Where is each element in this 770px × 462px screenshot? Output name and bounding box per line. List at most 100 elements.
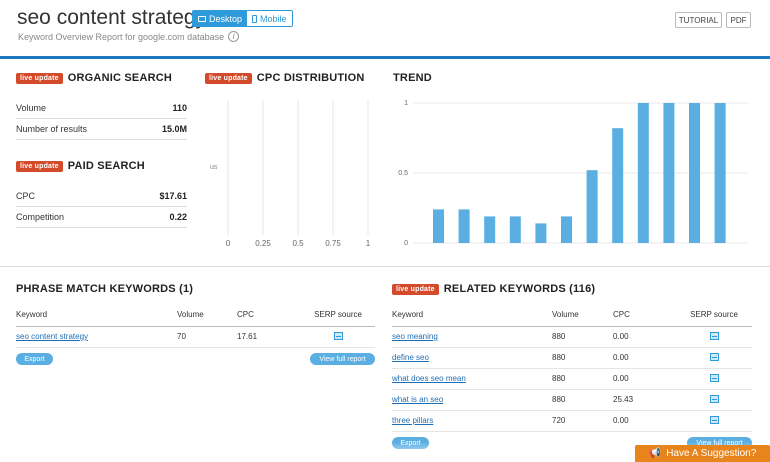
trend-bar[interactable]	[689, 103, 700, 243]
trend-y-tick: 1	[404, 100, 408, 107]
metric-label: CPC	[16, 191, 36, 201]
related-keywords-title: RELATED KEYWORDS (116)	[443, 283, 596, 295]
serp-source-icon[interactable]	[709, 352, 719, 361]
info-icon[interactable]: i	[228, 31, 240, 42]
cpc-cell: 0.00	[613, 368, 676, 390]
cpc-cell: 17.61	[237, 326, 301, 348]
trend-bar[interactable]	[433, 209, 444, 243]
phrase-match-table: Keyword Volume CPC SERP source seo conte…	[16, 304, 375, 348]
live-update-badge: live update	[16, 160, 63, 172]
volume-cell: 70	[177, 326, 237, 348]
cpc-distribution-title: CPC DISTRIBUTION	[256, 72, 365, 84]
serp-source-icon[interactable]	[709, 415, 719, 424]
suggestion-label: Have A Suggestion?	[666, 448, 757, 459]
metric-value: 110	[172, 103, 187, 113]
serp-source-icon[interactable]	[709, 331, 719, 340]
report-subtitle: Keyword Overview Report for google.com d…	[18, 31, 240, 42]
trend-heading: TREND	[393, 72, 432, 84]
paid-search-title: PAID SEARCH	[67, 160, 145, 172]
metric-value: 15.0M	[161, 124, 187, 134]
trend-bar[interactable]	[637, 103, 649, 243]
pdf-button[interactable]: PDF	[726, 12, 751, 28]
volume-cell: 880	[552, 389, 613, 411]
table-row: what does seo mean 880 0.00	[392, 368, 752, 390]
table-row: three pillars 720 0.00	[392, 410, 752, 432]
trend-bar[interactable]	[586, 170, 598, 243]
subtitle-text: Keyword Overview Report for google.com d…	[18, 31, 225, 42]
suggestion-button[interactable]: 📢 Have A Suggestion?	[635, 445, 770, 462]
metric-label: Competition	[16, 212, 65, 222]
trend-bar[interactable]	[509, 216, 521, 243]
cpc-cell: 0.00	[613, 410, 676, 432]
desktop-toggle-button[interactable]: Desktop	[193, 11, 248, 26]
column-serp-source: SERP source	[676, 304, 752, 327]
table-row: what is an seo 880 25.43	[392, 389, 752, 411]
live-update-badge: live update	[392, 283, 439, 295]
device-toggle: Desktop Mobile	[192, 10, 293, 27]
organic-search-heading: live update ORGANIC SEARCH	[16, 72, 172, 84]
tutorial-button[interactable]: TUTORIAL	[675, 12, 722, 28]
trend-bar[interactable]	[561, 216, 572, 243]
serp-source-icon[interactable]	[709, 373, 719, 382]
column-keyword: Keyword	[16, 304, 177, 327]
live-update-badge: live update	[205, 72, 252, 84]
column-cpc: CPC	[613, 304, 676, 327]
column-keyword: Keyword	[392, 304, 552, 327]
mobile-label: Mobile	[260, 13, 287, 24]
keyword-link[interactable]: what is an seo	[392, 395, 444, 404]
phrase-match-heading: PHRASE MATCH KEYWORDS (1)	[16, 283, 193, 295]
serp-source-icon[interactable]	[333, 331, 343, 340]
cpc-x-tick: 0	[226, 239, 231, 248]
mobile-toggle-button[interactable]: Mobile	[247, 11, 292, 26]
view-full-report-button[interactable]: View full report	[310, 353, 375, 365]
cpc-x-tick: 0.75	[325, 239, 341, 248]
trend-y-tick: 0	[404, 240, 408, 247]
column-serp-source: SERP source	[301, 304, 375, 327]
section-divider	[0, 266, 770, 267]
keyword-link[interactable]: three pillars	[392, 416, 434, 425]
cpc-cell: 0.00	[613, 347, 676, 369]
paid-cpc-row: CPC $17.61	[16, 186, 187, 207]
trend-chart: 1 0.5 0	[398, 100, 748, 247]
volume-cell: 880	[552, 368, 613, 390]
cpc-y-label: us	[210, 164, 218, 171]
serp-source-icon[interactable]	[709, 394, 719, 403]
volume-cell: 880	[552, 347, 613, 369]
related-keywords-heading: live update RELATED KEYWORDS (116)	[392, 283, 595, 295]
trend-bar[interactable]	[535, 223, 547, 243]
cpc-cell: 25.43	[613, 389, 676, 411]
trend-bar[interactable]	[612, 128, 624, 243]
trend-bar[interactable]	[484, 216, 496, 243]
desktop-icon	[198, 15, 206, 22]
cpc-cell: 0.00	[613, 326, 676, 348]
metric-label: Volume	[16, 103, 47, 113]
keyword-link[interactable]: define seo	[392, 353, 429, 362]
keyword-link[interactable]: seo meaning	[392, 332, 438, 341]
trend-bar[interactable]	[663, 103, 675, 243]
header-divider	[0, 56, 770, 59]
cpc-distribution-chart: us 0 0.25 0.5 0.75 1	[210, 100, 371, 248]
keyword-link[interactable]: what does seo mean	[392, 374, 466, 383]
organic-results-row: Number of results 15.0M	[16, 119, 187, 140]
volume-cell: 720	[552, 410, 613, 432]
phrase-match-title: PHRASE MATCH KEYWORDS (1)	[16, 283, 194, 295]
paid-search-heading: live update PAID SEARCH	[16, 160, 145, 172]
table-row: define seo 880 0.00	[392, 347, 752, 369]
trend-bar[interactable]	[458, 209, 470, 243]
report-header: seo content strategy Desktop Mobile Keyw…	[0, 0, 770, 58]
trend-title: TREND	[393, 72, 432, 84]
desktop-label: Desktop	[209, 13, 243, 24]
trend-y-tick: 0.5	[398, 170, 408, 177]
megaphone-icon: 📢	[648, 448, 662, 459]
column-cpc: CPC	[237, 304, 301, 327]
organic-volume-row: Volume 110	[16, 98, 187, 119]
table-row: seo content strategy 70 17.61	[16, 326, 375, 348]
export-button[interactable]: Export	[16, 353, 53, 365]
column-volume: Volume	[552, 304, 613, 327]
organic-search-title: ORGANIC SEARCH	[67, 72, 173, 84]
keyword-link[interactable]: seo content strategy	[16, 332, 89, 341]
trend-bar[interactable]	[714, 103, 726, 243]
table-row: seo meaning 880 0.00	[392, 326, 752, 348]
table-header-row: Keyword Volume CPC SERP source	[392, 304, 752, 327]
live-update-badge: live update	[16, 72, 63, 84]
